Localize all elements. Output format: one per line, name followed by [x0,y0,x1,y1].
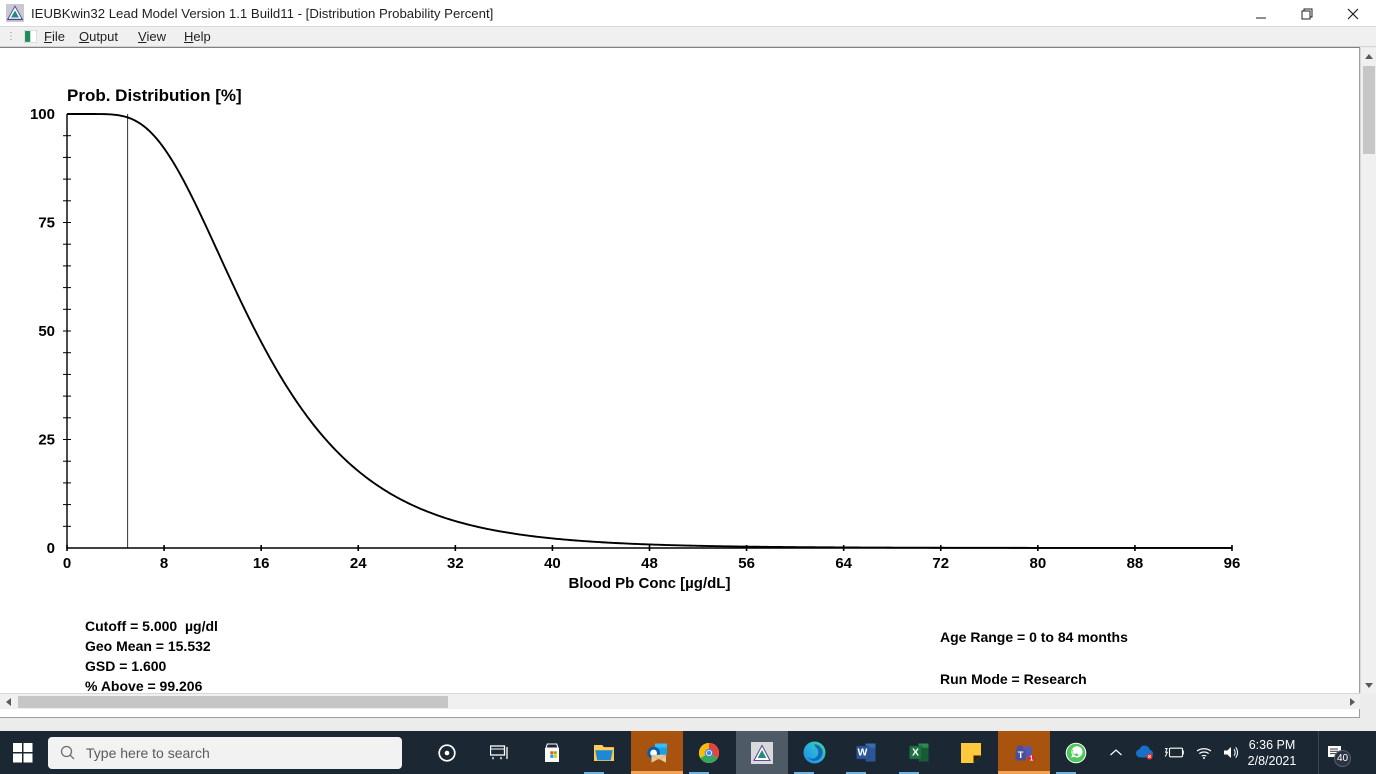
svg-text:Prob. Distribution [%]: Prob. Distribution [%] [67,86,242,105]
svg-text:88: 88 [1127,555,1144,572]
svg-text:16: 16 [253,555,270,572]
svg-text:8: 8 [160,555,168,572]
svg-text:24: 24 [350,555,367,572]
svg-text:T: T [1018,749,1024,760]
svg-text:25: 25 [38,432,55,449]
svg-text:X: X [911,746,918,758]
svg-text:80: 80 [1029,555,1046,572]
svg-text:56: 56 [738,555,755,572]
svg-text:48: 48 [641,555,658,572]
svg-text:64: 64 [835,555,852,572]
svg-text:1: 1 [1029,755,1033,762]
svg-text:40: 40 [544,555,561,572]
svg-text:100: 100 [30,106,55,123]
svg-text:32: 32 [447,555,464,572]
svg-text:0: 0 [47,540,55,557]
svg-text:72: 72 [932,555,949,572]
svg-text:96: 96 [1224,555,1241,572]
svg-text:Blood Pb Conc [µg/dL]: Blood Pb Conc [µg/dL] [569,575,731,592]
svg-text:50: 50 [38,323,55,340]
svg-text:W: W [857,746,867,758]
svg-text:75: 75 [38,215,55,232]
svg-text:0: 0 [63,555,71,572]
